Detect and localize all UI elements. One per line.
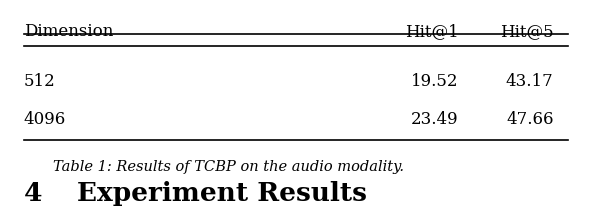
Text: 47.66: 47.66 (506, 111, 554, 128)
Text: 4096: 4096 (24, 111, 66, 128)
Text: 4: 4 (24, 181, 42, 206)
Text: 23.49: 23.49 (411, 111, 459, 128)
Text: 43.17: 43.17 (506, 73, 554, 90)
Text: Dimension: Dimension (24, 23, 113, 40)
Text: Hit@1: Hit@1 (405, 23, 459, 40)
Text: 512: 512 (24, 73, 56, 90)
Text: Hit@5: Hit@5 (500, 23, 554, 40)
Text: 19.52: 19.52 (411, 73, 459, 90)
Text: Experiment Results: Experiment Results (77, 181, 367, 206)
Text: Table 1: Results of TCBP on the audio modality.: Table 1: Results of TCBP on the audio mo… (53, 160, 404, 174)
